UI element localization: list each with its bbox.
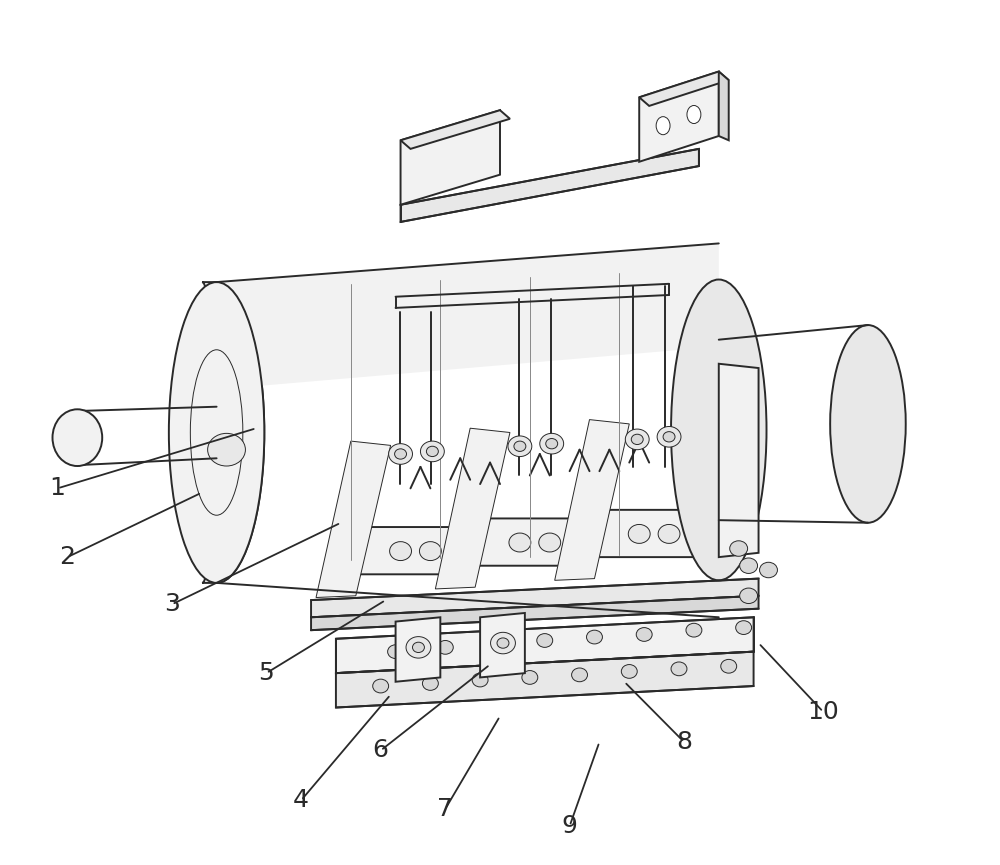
Ellipse shape (740, 558, 758, 573)
Ellipse shape (760, 562, 777, 578)
Ellipse shape (636, 628, 652, 641)
Polygon shape (401, 149, 699, 222)
Polygon shape (555, 420, 629, 580)
Ellipse shape (656, 117, 670, 135)
Ellipse shape (497, 638, 509, 648)
Ellipse shape (422, 676, 438, 690)
Text: 3: 3 (164, 593, 180, 617)
Ellipse shape (508, 436, 532, 457)
Text: 6: 6 (373, 739, 389, 762)
Polygon shape (719, 72, 729, 140)
Ellipse shape (208, 433, 245, 466)
Polygon shape (396, 618, 440, 682)
Ellipse shape (546, 439, 558, 449)
Polygon shape (475, 518, 594, 566)
Ellipse shape (658, 524, 680, 543)
Ellipse shape (740, 588, 758, 604)
Ellipse shape (420, 441, 444, 462)
Ellipse shape (390, 541, 411, 561)
Ellipse shape (491, 632, 515, 654)
Ellipse shape (389, 444, 412, 465)
Text: 2: 2 (59, 545, 75, 569)
Ellipse shape (426, 446, 438, 457)
Polygon shape (336, 651, 754, 708)
Polygon shape (639, 72, 719, 162)
Polygon shape (401, 110, 500, 205)
Polygon shape (217, 243, 719, 389)
Ellipse shape (671, 662, 687, 676)
Polygon shape (311, 596, 759, 631)
Ellipse shape (628, 524, 650, 543)
Ellipse shape (406, 637, 431, 658)
Ellipse shape (721, 659, 737, 673)
Polygon shape (639, 72, 729, 106)
Ellipse shape (169, 282, 264, 583)
Polygon shape (435, 428, 510, 589)
Polygon shape (719, 364, 759, 557)
Ellipse shape (730, 541, 748, 556)
Ellipse shape (388, 644, 404, 658)
Ellipse shape (539, 533, 561, 552)
Polygon shape (480, 613, 525, 677)
Ellipse shape (663, 432, 675, 442)
Polygon shape (311, 579, 759, 618)
Polygon shape (336, 618, 754, 673)
Ellipse shape (412, 642, 424, 652)
Text: 1: 1 (50, 477, 65, 500)
Polygon shape (356, 527, 475, 574)
Text: 8: 8 (676, 730, 692, 754)
Ellipse shape (487, 636, 503, 650)
Text: 7: 7 (437, 797, 453, 821)
Ellipse shape (631, 434, 643, 445)
Ellipse shape (572, 668, 588, 682)
Ellipse shape (736, 621, 752, 634)
Ellipse shape (625, 429, 649, 450)
Ellipse shape (373, 679, 389, 693)
Ellipse shape (509, 533, 531, 552)
Ellipse shape (657, 426, 681, 447)
Polygon shape (202, 282, 264, 583)
Text: 5: 5 (258, 661, 274, 685)
Ellipse shape (621, 664, 637, 678)
Polygon shape (401, 110, 510, 149)
Ellipse shape (437, 640, 453, 654)
Ellipse shape (472, 673, 488, 687)
Ellipse shape (522, 670, 538, 684)
Ellipse shape (587, 631, 602, 644)
Polygon shape (316, 441, 391, 598)
Ellipse shape (419, 541, 441, 561)
Ellipse shape (52, 409, 102, 466)
Polygon shape (594, 509, 714, 557)
Text: 4: 4 (293, 788, 309, 812)
Text: 9: 9 (562, 814, 578, 838)
Ellipse shape (671, 279, 767, 580)
Ellipse shape (540, 433, 564, 454)
Ellipse shape (537, 633, 553, 647)
Ellipse shape (514, 441, 526, 452)
Text: 10: 10 (807, 700, 839, 724)
Ellipse shape (395, 449, 407, 459)
Ellipse shape (830, 325, 906, 522)
Ellipse shape (686, 624, 702, 637)
Ellipse shape (687, 106, 701, 124)
